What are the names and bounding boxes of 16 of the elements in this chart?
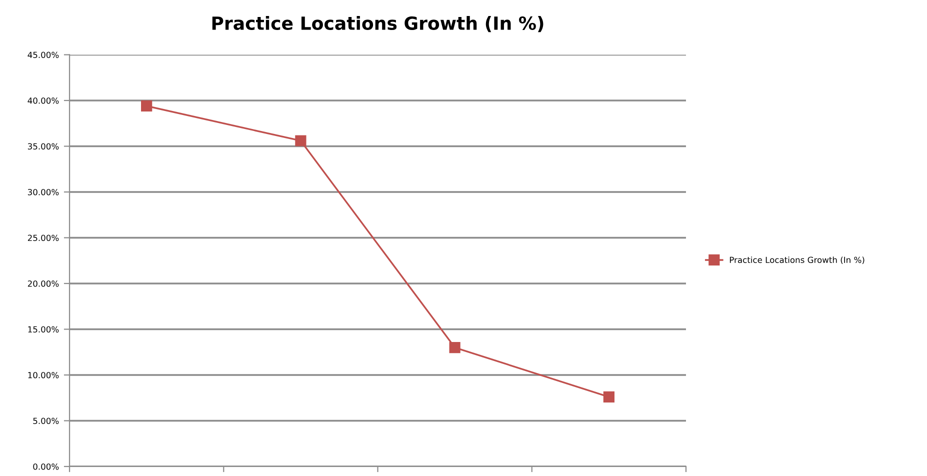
point xyxy=(449,342,460,354)
point xyxy=(603,391,614,402)
y-tick-label: 20.00% xyxy=(28,280,59,287)
y-tick-label: 10.00% xyxy=(28,372,59,378)
y-tick-label: 0.00% xyxy=(33,463,59,470)
y-tick-label: 5.00% xyxy=(33,418,59,424)
y-tick-label: 15.00% xyxy=(28,326,59,333)
point xyxy=(295,135,306,146)
point xyxy=(141,100,152,112)
chart-title: Practice Locations Growth (In %) xyxy=(212,16,544,32)
legend-label: Practice Locations Growth (In %) xyxy=(730,256,864,264)
y-tick-label: 45.00% xyxy=(28,52,59,58)
y-tick-label: 35.00% xyxy=(28,143,59,150)
y-tick-label: 40.00% xyxy=(28,97,59,104)
y-tick-label: 25.00% xyxy=(28,234,59,242)
y-tick-label: 30.00% xyxy=(28,188,59,196)
